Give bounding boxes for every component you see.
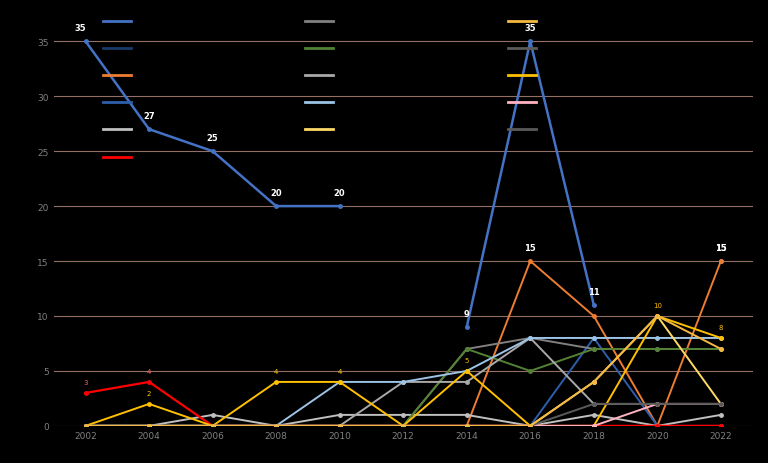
Text: 25: 25 bbox=[207, 134, 218, 143]
Text: 35: 35 bbox=[75, 25, 87, 33]
Text: 4: 4 bbox=[274, 369, 278, 375]
Text: 4: 4 bbox=[337, 369, 342, 375]
Text: 8: 8 bbox=[719, 325, 723, 331]
Text: 20: 20 bbox=[270, 189, 282, 198]
Text: 10: 10 bbox=[653, 303, 662, 309]
Text: 15: 15 bbox=[525, 244, 536, 253]
Text: 9: 9 bbox=[464, 309, 469, 319]
Text: 15: 15 bbox=[715, 244, 727, 253]
Text: 35: 35 bbox=[525, 25, 536, 33]
Text: 3: 3 bbox=[83, 379, 88, 385]
Text: 4: 4 bbox=[147, 369, 151, 375]
Text: 27: 27 bbox=[144, 112, 155, 121]
Text: 20: 20 bbox=[334, 189, 346, 198]
Text: 2: 2 bbox=[147, 390, 151, 396]
Text: 5: 5 bbox=[465, 357, 469, 363]
Text: 11: 11 bbox=[588, 288, 600, 297]
Text: 15: 15 bbox=[715, 244, 727, 253]
